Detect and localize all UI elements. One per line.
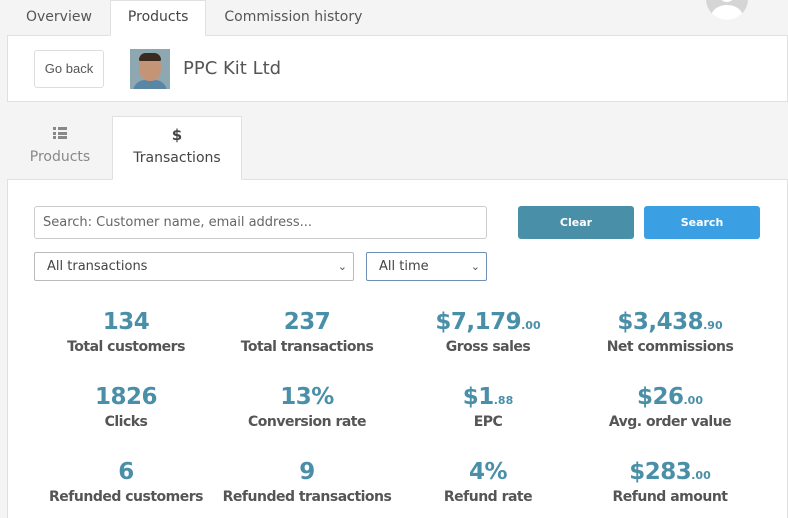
stat-value: 13%	[280, 384, 334, 410]
stat-value: $26.00	[636, 384, 703, 410]
stat-value: $3,438.90	[617, 309, 723, 335]
subtab-transactions[interactable]: $ Transactions	[112, 116, 242, 180]
stat-value: 134	[102, 309, 150, 335]
stat-label: Total customers	[67, 339, 185, 355]
subtab-products-label: Products	[29, 149, 91, 165]
search-input[interactable]	[34, 206, 487, 239]
stat-gross-sales: $7,179.00 Gross sales	[398, 308, 578, 356]
stat-refund-rate: 4% Refund rate	[398, 458, 578, 506]
stat-avg-order-value: $26.00 Avg. order value	[580, 383, 760, 431]
subtab-products[interactable]: Products	[10, 116, 110, 180]
stat-label: Clicks	[104, 414, 148, 430]
stat-label: Refund amount	[612, 489, 728, 505]
stat-value: 1826	[94, 384, 158, 410]
time-range-select[interactable]: All time ⌄	[366, 252, 487, 281]
time-range-value: All time	[379, 259, 429, 274]
stat-label: Gross sales	[445, 339, 531, 355]
stat-value: 4%	[468, 459, 508, 485]
transaction-type-value: All transactions	[47, 259, 148, 274]
user-avatar-icon[interactable]	[706, 0, 748, 20]
stat-value: $1.88	[462, 384, 514, 410]
tab-overview[interactable]: Overview	[26, 9, 92, 25]
stat-label: Refund rate	[443, 489, 533, 505]
stat-label: Total transactions	[240, 339, 374, 355]
top-tab-bar: Overview Products Commission history	[8, 0, 380, 36]
stat-label: Net commissions	[606, 339, 734, 355]
stat-total-customers: 134 Total customers	[36, 308, 216, 356]
company-header: Go back PPC Kit Ltd	[7, 35, 788, 102]
stat-total-transactions: 237 Total transactions	[217, 308, 397, 356]
stat-label: Avg. order value	[608, 414, 732, 430]
stat-label: Conversion rate	[247, 414, 367, 430]
stat-value: $7,179.00	[435, 309, 541, 335]
chevron-down-icon: ⌄	[470, 260, 480, 273]
go-back-button[interactable]: Go back	[34, 50, 104, 88]
transactions-panel: Clear Search All transactions ⌄ All time…	[7, 179, 788, 518]
chevron-down-icon: ⌄	[337, 260, 347, 273]
stat-refunded-transactions: 9 Refunded transactions	[217, 458, 397, 506]
company-avatar	[130, 49, 170, 89]
stat-label: Refunded transactions	[222, 489, 392, 505]
dollar-icon: $	[171, 126, 183, 144]
stat-net-commissions: $3,438.90 Net commissions	[580, 308, 760, 356]
tab-commission-history[interactable]: Commission history	[224, 9, 363, 25]
stat-value: 6	[118, 459, 134, 485]
list-grid-icon	[10, 125, 110, 145]
stat-label: EPC	[473, 414, 503, 430]
stat-value: 237	[283, 309, 331, 335]
stat-value: 9	[299, 459, 315, 485]
company-name: PPC Kit Ltd	[183, 58, 282, 79]
stat-epc: $1.88 EPC	[398, 383, 578, 431]
stat-refund-amount: $283.00 Refund amount	[580, 458, 760, 506]
subtab-transactions-label: Transactions	[133, 150, 221, 166]
transaction-type-select[interactable]: All transactions ⌄	[34, 252, 354, 281]
stat-refunded-customers: 6 Refunded customers	[36, 458, 216, 506]
stat-label: Refunded customers	[49, 489, 203, 505]
clear-button[interactable]: Clear	[518, 206, 634, 239]
search-button[interactable]: Search	[644, 206, 760, 239]
tab-products[interactable]: Products	[109, 0, 207, 36]
stat-value: $283.00	[629, 459, 711, 485]
stat-conversion-rate: 13% Conversion rate	[217, 383, 397, 431]
stat-clicks: 1826 Clicks	[36, 383, 216, 431]
